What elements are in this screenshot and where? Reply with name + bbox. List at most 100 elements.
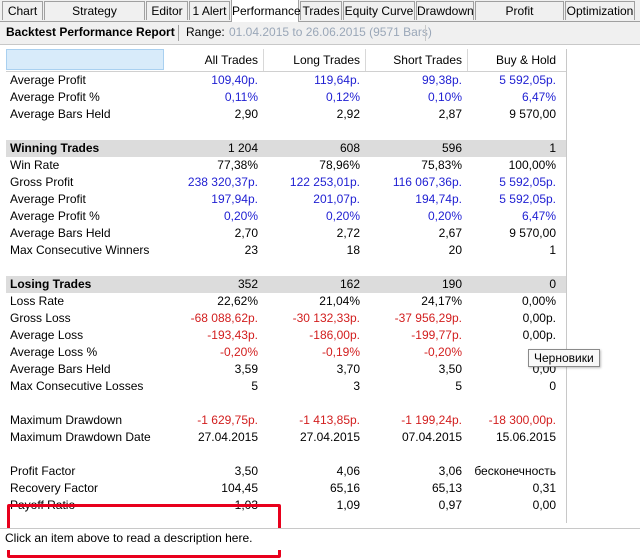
table-row[interactable]: Profit Factor 3,50 4,06 3,06 бесконечность [6,463,566,480]
row-label: Maximum Drawdown Date [10,430,151,444]
table-row[interactable]: Win Rate 77,38% 78,96% 75,83% 100,00% [6,157,566,174]
row-label: Gross Profit [10,175,74,189]
table-row[interactable]: Average Profit 197,94р. 201,07р. 194,74р. 5 … [6,191,566,208]
tab-equity-curve[interactable]: Equity Curve [343,1,415,20]
row-cell: 1,09 [336,498,360,512]
row-cell: 0,31 [532,481,556,495]
row-cell: 27.04.2015 [197,430,258,444]
row-cell: 3,70 [336,362,360,376]
tooltip: Черновики [528,349,600,367]
row-cell: 24,17% [421,294,462,308]
column-header-all-trades[interactable]: All Trades [204,53,258,67]
row-cell: 100,00% [508,158,556,172]
column-header-row: All Trades Long Trades Short Trades Buy … [6,49,566,72]
row-cell: 238 320,37р. [187,175,258,189]
row-cell: -18 300,00р. [488,413,556,427]
table-row[interactable]: Loss Rate 22,62% 21,04% 24,17% 0,00% [6,293,566,310]
section-header-row[interactable]: Winning Trades 1 204 608 596 1 [6,140,566,157]
table-row[interactable]: Maximum Drawdown -1 629,75р. -1 413,85р. -1… [6,412,566,429]
row-cell: 0,00р. [522,311,556,325]
tab-editor[interactable]: Editor [146,1,188,20]
row-cell: 22,62% [217,294,258,308]
row-cell: 2,72 [336,226,360,240]
column-header-long-trades[interactable]: Long Trades [293,53,360,67]
row-cell: 201,07р. [313,192,360,206]
table-row[interactable]: Recovery Factor 104,45 65,16 65,13 0,31 [6,480,566,497]
column-header-buy-hold[interactable]: Buy & Hold [495,53,556,67]
table-row[interactable]: Maximum Drawdown Date 27.04.2015 27.04.201… [6,429,566,446]
row-label: Average Bars Held [10,362,111,376]
header-divider [178,25,179,41]
column-divider [263,49,264,71]
row-cell: 99,38р. [421,73,462,87]
table-row[interactable]: Average Bars Held 3,59 3,70 3,50 0,00 [6,361,566,378]
row-label: Average Profit % [10,90,100,104]
row-cell: 194,74р. [415,192,462,206]
table-row[interactable]: Average Loss -193,43р. -186,00р. -199,77р. 0… [6,327,566,344]
report-title: Backtest Performance Report [6,25,175,39]
row-cell: бесконечность [474,464,556,478]
performance-grid: All Trades Long Trades Short Trades Buy … [6,49,567,558]
table-row[interactable]: Average Profit 109,40р. 119,64р. 99,38р. 5 5… [6,72,566,89]
table-row[interactable]: Average Bars Held 2,70 2,72 2,67 9 570,00 [6,225,566,242]
row-label: Gross Loss [10,311,71,325]
row-label: Average Profit [10,73,86,87]
row-cell: -193,43р. [207,328,258,342]
row-cell: 0,20% [427,209,462,223]
empty-panel [568,49,640,523]
row-cell: 3,06 [438,464,462,478]
row-cell: 15.06.2015 [495,430,556,444]
table-row[interactable]: Average Profit % 0,11% 0,12% 0,10% 6,47% [6,89,566,106]
tab-drawdown[interactable]: Drawdown [416,1,474,20]
row-cell: 352 [237,277,258,291]
row-cell: 65,13 [431,481,462,495]
tab-trades[interactable]: Trades [300,1,342,20]
table-row[interactable]: Average Bars Held 2,90 2,92 2,87 9 570,00 [6,106,566,123]
row-label: Average Profit [10,192,86,206]
table-row[interactable]: Average Profit % 0,20% 0,20% 0,20% 6,47% [6,208,566,225]
row-cell: -0,20% [423,345,462,359]
tab-optimization[interactable]: Optimization [565,1,635,20]
row-cell: 23 [244,243,258,257]
row-cell: 3,50 [438,362,462,376]
spacer-row [6,395,566,412]
tab-profit-distribution[interactable]: Profit Distribution [475,1,564,37]
table-row[interactable]: Average Loss % -0,20% -0,19% -0,20% [6,344,566,361]
column-header-short-trades[interactable]: Short Trades [393,53,462,67]
row-cell: 0,11% [224,90,258,104]
section-header-row[interactable]: Losing Trades 352 162 190 0 [6,276,566,293]
row-cell: 0,20% [325,209,360,223]
table-row[interactable]: Gross Loss -68 088,62р. -30 132,33р. -37 95… [6,310,566,327]
row-cell: -37 956,29р. [394,311,462,325]
tab-strategy-summary[interactable]: Strategy Summary [44,1,145,37]
row-cell: 197,94р. [211,192,258,206]
header-divider-right [425,25,426,41]
row-cell: 608 [339,141,360,155]
row-cell: 0,00% [521,294,556,308]
table-row[interactable]: Max Consecutive Losses 5 3 5 0 [6,378,566,395]
tab-performance[interactable]: Performance [231,0,301,22]
row-cell: -1 629,75р. [197,413,258,427]
row-label: Losing Trades [10,277,92,291]
column-header-metric[interactable] [6,49,164,70]
table-row[interactable]: Payoff Ratio 1,03 1,09 0,97 0,00 [6,497,566,514]
tab-1-alert[interactable]: 1 Alert [189,1,230,20]
row-cell: 6,47% [521,90,556,104]
row-cell: 07.04.2015 [401,430,462,444]
table-row[interactable]: Max Consecutive Winners 23 18 20 1 [6,242,566,259]
spacer-row [6,123,566,140]
row-cell: 3,59 [234,362,258,376]
row-label: Maximum Drawdown [10,413,123,427]
row-cell: 1 [549,141,556,155]
row-cell: 20 [448,243,462,257]
tab-chart[interactable]: Chart [2,1,43,20]
row-cell: 0,20% [223,209,258,223]
row-cell: 2,67 [438,226,462,240]
range-value: 01.04.2015 to 26.06.2015 (9571 Bars) [229,25,432,39]
row-label: Payoff Ratio [10,498,76,512]
report-header: Backtest Performance Report Range: 01.04… [0,22,640,45]
row-label: Win Rate [10,158,60,172]
row-label: Winning Trades [10,141,100,155]
row-label: Loss Rate [10,294,65,308]
table-row[interactable]: Gross Profit 238 320,37р. 122 253,01р. 116 … [6,174,566,191]
